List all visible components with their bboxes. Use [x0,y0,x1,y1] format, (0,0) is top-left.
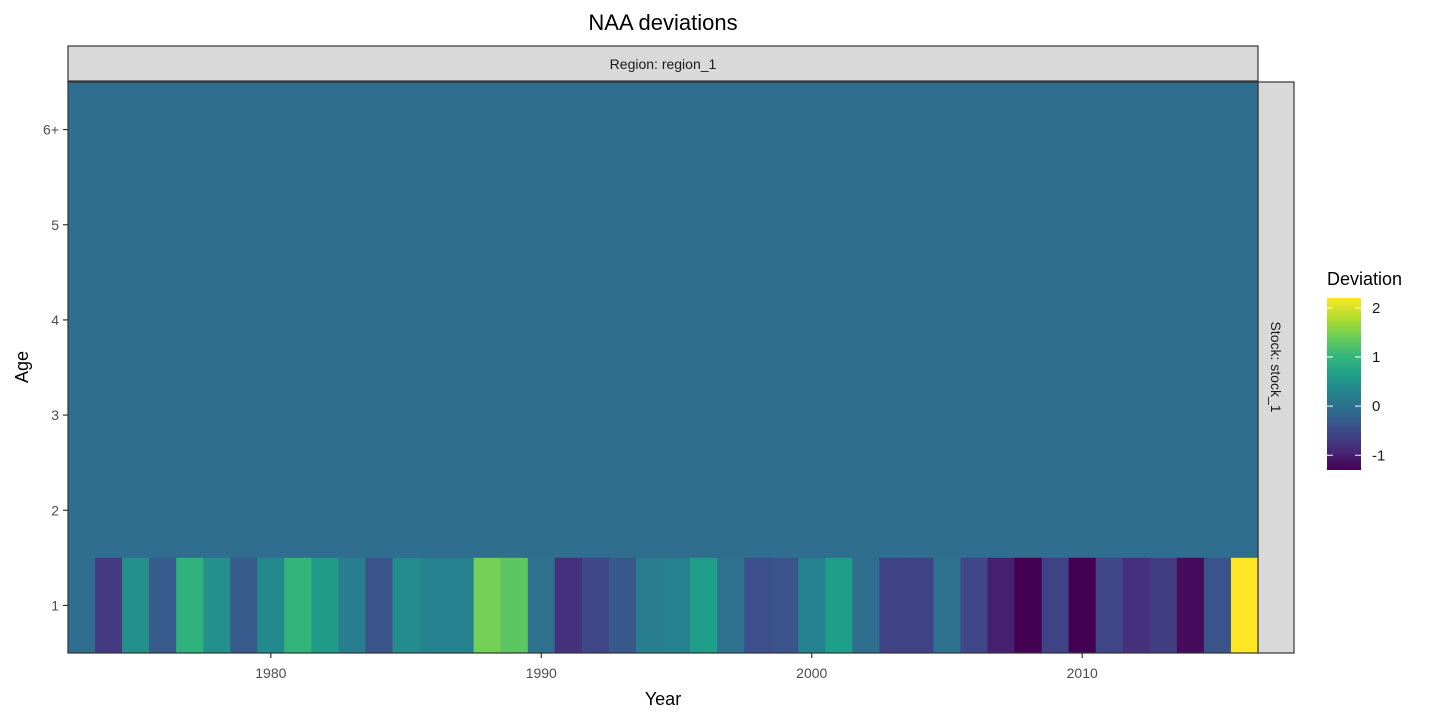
heatmap-tile-2014 [1176,557,1205,653]
heatmap-tile-1976 [149,557,177,653]
heatmap-tile-1998 [744,557,772,653]
heatmap-tile-2010 [1068,557,1097,653]
heatmap-tile-1999 [771,557,799,653]
legend-ticks: 2 1 0 -1 [1327,300,1385,464]
heatmap-tile-2015 [1203,557,1232,653]
heatmap-tile-2008 [1014,557,1043,653]
y-tick-label: 5 [51,217,59,233]
heatmap-tile-2013 [1149,557,1178,653]
heatmap-tile-2001 [825,557,853,653]
color-legend: Deviation 2 1 0 -1 [1327,269,1402,470]
heatmap-tile-2003 [879,557,908,653]
heatmap-tile-1988 [473,557,502,653]
x-tick-label: 2010 [1067,665,1098,681]
heatmap-tile-2016 [1230,557,1259,653]
legend-tick-label: -1 [1372,447,1385,464]
heatmap-tile-1994 [635,557,664,653]
heatmap-tile-1979 [230,557,258,653]
heatmap-tile-1997 [717,557,745,653]
y-tick-label: 1 [51,597,59,613]
age-1-tile-row [95,557,1259,653]
heatmap-tile-1986 [419,557,448,653]
y-tick-label: 4 [51,312,59,328]
heatmap-tile-1981 [284,557,313,653]
facet-strip-right [1257,81,1295,654]
legend-tick-label: 2 [1372,300,1380,317]
heatmap-tile-1996 [690,557,718,653]
heatmap-tile-1982 [311,557,340,653]
heatmap-tile-1989 [500,557,529,653]
heatmap-tile-2006 [960,557,989,653]
heatmap-tile-1990 [527,557,556,653]
heatmap-tile-1985 [392,557,421,653]
x-axis-title: Year [645,689,681,709]
heatmap-tile-1992 [581,557,610,653]
heatmap-tile-2002 [852,557,880,653]
y-axis-title: Age [12,351,32,383]
heatmap-tile-1991 [554,557,583,653]
heatmap-tile-2007 [987,557,1016,653]
heatmap-tile-2012 [1122,557,1151,653]
heatmap-tile-1983 [338,557,367,653]
plot-panel [67,81,1259,654]
heatmap-tile-2011 [1095,557,1124,653]
heatmap-tile-1978 [203,557,231,653]
legend-tick-label: 1 [1372,349,1380,366]
facet-strip-right-label: Stock: stock_1 [1268,321,1284,412]
x-tick-label: 1990 [526,665,557,681]
heatmap-tile-1984 [365,557,394,653]
heatmap-tile-1974 [95,557,123,653]
heatmap-tile-1995 [663,557,691,653]
heatmap-tile-1980 [257,557,285,653]
heatmap-tile-2004 [906,557,935,653]
chart-title: NAA deviations [588,10,737,35]
heatmap-tile-2000 [798,557,826,653]
heatmap-tile-1977 [176,557,204,653]
x-tick-label: 1980 [255,665,286,681]
legend-colorbar [1327,298,1361,470]
y-tick-label: 6+ [43,122,59,138]
legend-title: Deviation [1327,269,1402,289]
x-tick-label: 2000 [796,665,827,681]
y-axis: 1 2 3 4 5 6+ [43,122,68,613]
heatmap-tile-1993 [608,557,637,653]
x-axis: 1980 1990 2000 2010 [255,653,1098,681]
facet-strip-top [67,45,1259,82]
heatmap-tile-1987 [446,557,475,653]
facet-strip-top-label: Region: region_1 [610,56,717,72]
legend-tick-label: 0 [1372,398,1380,415]
heatmap-tile-1975 [122,557,150,653]
y-tick-label: 3 [51,407,59,423]
heatmap-tile-2009 [1041,557,1070,653]
heatmap-tile-2005 [933,557,962,653]
y-tick-label: 2 [51,502,59,518]
panel-border [67,81,1259,654]
